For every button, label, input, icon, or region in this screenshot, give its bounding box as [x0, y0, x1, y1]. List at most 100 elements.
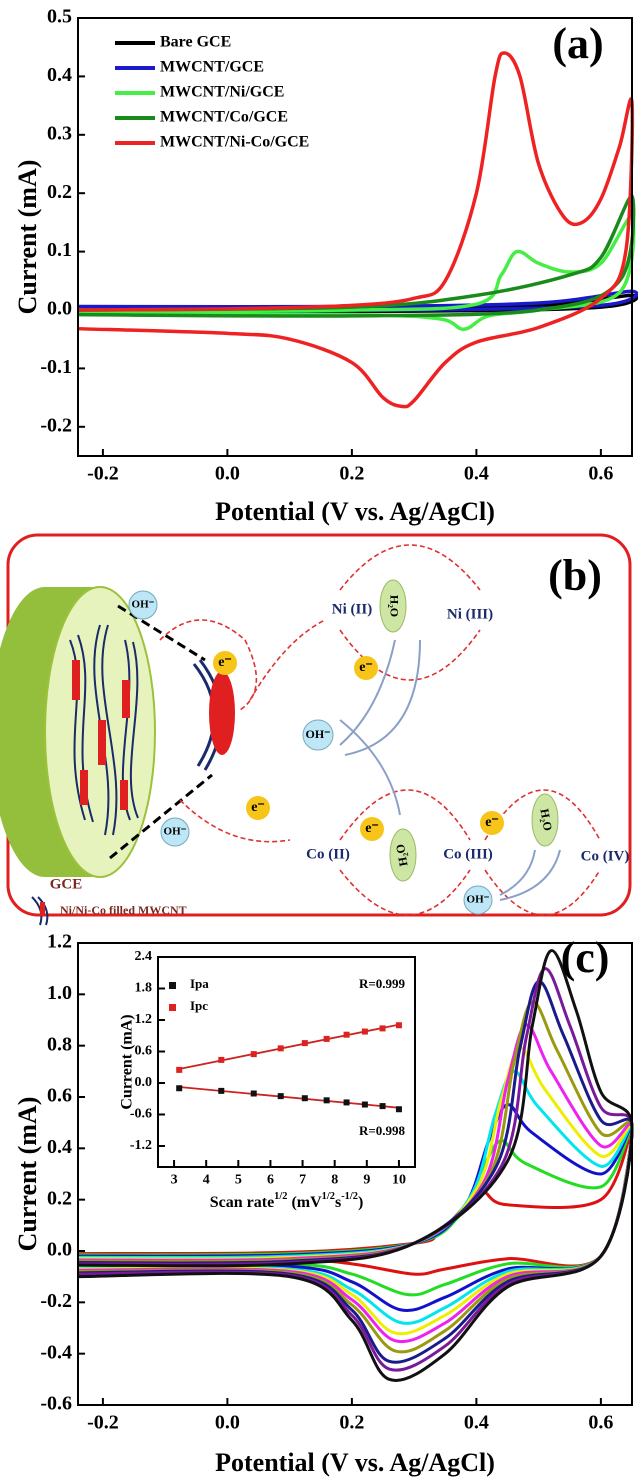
y-tick-label: -0.1: [40, 356, 72, 378]
y-tick-label: 0.1: [47, 239, 72, 261]
legend-label: MWCNT/Ni/GCE: [160, 84, 284, 101]
x-tick-label: 6: [267, 1173, 274, 1188]
legend-label: Bare GCE: [160, 34, 231, 51]
legend-label: MWCNT/Co/GCE: [160, 109, 288, 126]
point: [396, 1106, 402, 1112]
x-tick-label: 0.0: [215, 1412, 240, 1434]
y-tick-label: 0.6: [135, 1044, 153, 1059]
x-axis-title-part: (mV: [287, 1194, 322, 1211]
x-tick-label: 3: [171, 1173, 178, 1188]
legend-icon: [40, 902, 45, 916]
x-axis-title: Scan rate1/2 (mV1/2s-1/2): [210, 1191, 364, 1210]
y-tick-label: 0.6: [47, 1085, 72, 1107]
point: [344, 1032, 350, 1038]
annotation: R=0.998: [359, 1123, 406, 1138]
y-tick-label: -0.6: [40, 1393, 72, 1415]
y-tick-label: 2.4: [135, 949, 153, 964]
species-label: Co (IV): [581, 848, 630, 864]
point: [278, 1045, 284, 1051]
y-tick-label: -0.2: [40, 414, 72, 436]
y-tick-label: 0.0: [47, 298, 72, 320]
metal-zoom: [209, 671, 235, 755]
x-tick-label: 0.6: [588, 1412, 613, 1434]
x-axis-title-part: -1/2: [341, 1191, 358, 1202]
point: [380, 1025, 386, 1031]
electron-label: e⁻: [365, 821, 379, 836]
diagram: (b) OH⁻ OH⁻ OH⁻ OH⁻ e⁻ e⁻ e⁻ e⁻ e⁻ H₂O: [0, 535, 630, 925]
species-label: Ni (III): [447, 606, 493, 622]
x-axis-title-part: 1/2: [322, 1191, 335, 1202]
point: [380, 1103, 386, 1109]
y-tick-label: 0.5: [47, 6, 72, 28]
y-tick-label: 0.0: [47, 1239, 72, 1261]
y-axis-title: Current (mA): [13, 160, 42, 315]
point: [251, 1091, 257, 1097]
point: [302, 1095, 308, 1101]
x-tick-label: 0.4: [464, 1412, 489, 1434]
y-tick-label: 1.2: [47, 931, 72, 953]
chart: -0.2 0.0 0.2 0.4 0.6 -0.2 -0.1 0.0 0.1 0.2 0.3 0.4 0…: [13, 6, 637, 526]
point: [251, 1051, 257, 1057]
water-label: H₂O: [387, 595, 401, 617]
legend-label: Ipc: [190, 998, 208, 1013]
x-tick-label: 8: [331, 1173, 338, 1188]
panel-label: (b): [548, 551, 602, 600]
x-axis-title: Potential (V vs. Ag/AgCl): [215, 1448, 495, 1477]
point: [362, 1102, 368, 1108]
x-axis-title-part: ): [358, 1194, 363, 1211]
y-tick-label: 0.2: [47, 181, 72, 203]
figure: (b) OH⁻ OH⁻ OH⁻ OH⁻ e⁻ e⁻ e⁻ e⁻ e⁻ H₂O: [0, 0, 638, 1483]
point: [176, 1085, 182, 1091]
legend-label: Ipa: [190, 976, 209, 991]
electron-label: e⁻: [485, 815, 499, 830]
species-label: Co (III): [443, 846, 493, 862]
y-tick-label: 0.8: [47, 1033, 72, 1055]
x-tick-label: -0.2: [87, 463, 119, 485]
point: [396, 1022, 402, 1028]
legend-swatch: [169, 1004, 176, 1011]
electron-label: e⁻: [359, 660, 373, 675]
x-tick-label: 7: [299, 1173, 306, 1188]
ion-label: OH⁻: [132, 599, 155, 611]
x-tick-label: 0.4: [464, 463, 489, 485]
y-tick-label: 0.4: [47, 64, 72, 86]
point: [278, 1093, 284, 1099]
y-tick-label: -1.2: [130, 1138, 152, 1153]
point: [176, 1067, 182, 1073]
y-tick-label: 0.2: [47, 1187, 72, 1209]
point: [324, 1036, 330, 1042]
legend-label: MWCNT/Ni-Co/GCE: [160, 134, 309, 151]
x-tick-label: 0.2: [339, 1412, 364, 1434]
point: [344, 1099, 350, 1105]
y-tick-label: 1.2: [135, 1012, 153, 1027]
ion-label: OH⁻: [164, 826, 187, 838]
y-axis-title: Current (mA): [13, 1097, 42, 1252]
y-tick-label: 0.3: [47, 122, 72, 144]
x-tick-label: 0.2: [339, 463, 364, 485]
y-tick-label: -0.4: [40, 1341, 72, 1363]
x-tick-label: 0.6: [588, 463, 613, 485]
legend-swatch: [169, 982, 176, 989]
legend-label: MWCNT/GCE: [160, 59, 264, 76]
ion-label: OH⁻: [467, 894, 490, 906]
point: [302, 1040, 308, 1046]
species-label: Ni (II): [332, 601, 372, 617]
panel-label: (c): [561, 933, 610, 982]
x-tick-label: 10: [392, 1173, 406, 1188]
x-tick-label: 9: [363, 1173, 370, 1188]
x-tick-label: 0.0: [215, 463, 240, 485]
x-tick-label: -0.2: [87, 1412, 119, 1434]
legend-text: Ni/Ni-Co filled MWCNT: [60, 903, 187, 917]
y-axis-title: Current (mA): [119, 1014, 136, 1109]
x-tick-label: 5: [235, 1173, 242, 1188]
electrode-label: GCE: [50, 876, 83, 892]
y-tick-label: -0.2: [40, 1290, 72, 1312]
y-tick-label: 0.0: [135, 1075, 153, 1090]
species-label: Co (II): [306, 846, 350, 862]
annotation: R=0.999: [359, 976, 406, 991]
panel-label: (a): [552, 19, 603, 68]
x-axis-title: Potential (V vs. Ag/AgCl): [215, 497, 495, 526]
electron-label: e⁻: [218, 655, 232, 670]
point: [362, 1029, 368, 1035]
point: [218, 1088, 224, 1094]
